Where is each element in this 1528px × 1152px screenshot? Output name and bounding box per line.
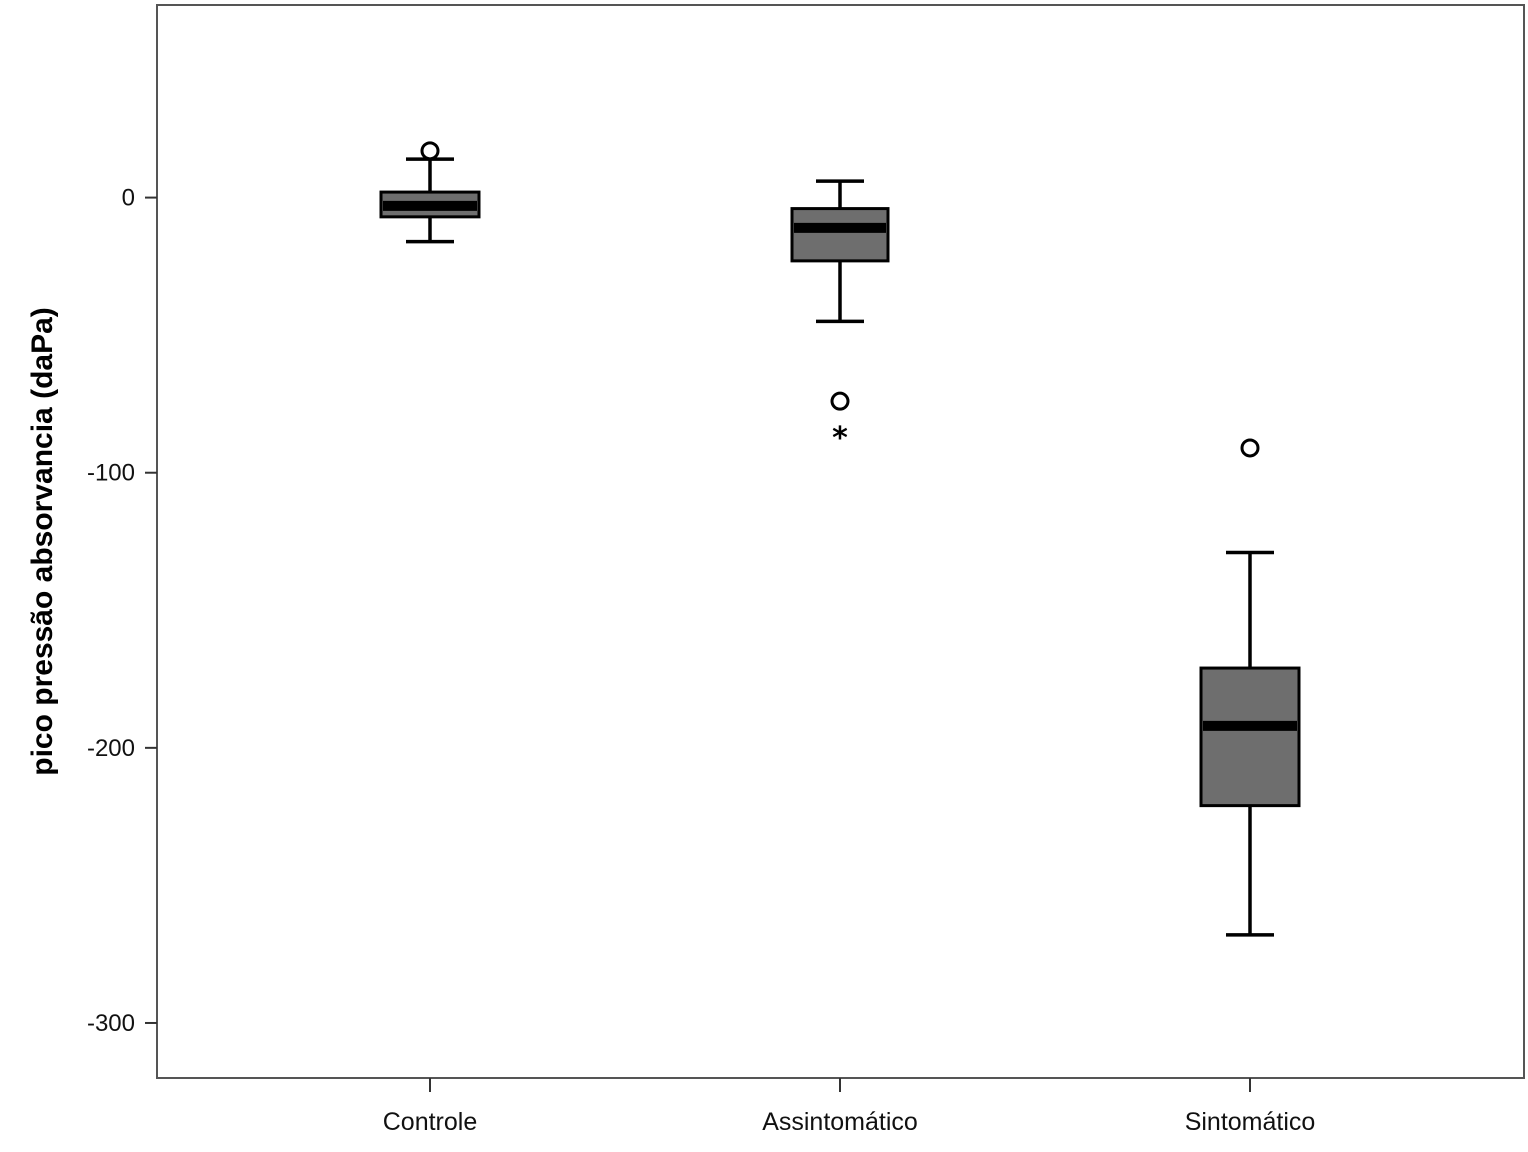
outlier-star: * — [832, 421, 848, 456]
y-tick-label: -100 — [87, 460, 135, 487]
outlier-circle — [420, 141, 440, 161]
boxes: * — [379, 141, 1301, 937]
y-axis: 0 -100 -200 -300 — [87, 185, 157, 1037]
category-label-2: Assintomático — [762, 1108, 918, 1136]
y-axis-label: pico pressão absorvancia (daPa) — [26, 307, 59, 776]
iqr-box — [790, 207, 890, 263]
y-tick-label: -200 — [87, 735, 135, 762]
box-3 — [1199, 438, 1301, 937]
outlier-circle — [1240, 438, 1260, 458]
y-tick-label: 0 — [122, 185, 135, 212]
iqr-box — [1199, 666, 1301, 808]
outlier-circle — [830, 391, 850, 411]
x-axis: Controle Assintomático Sintomático — [383, 1078, 1316, 1136]
category-label-3: Sintomático — [1185, 1108, 1316, 1136]
y-tick-label: -300 — [87, 1010, 135, 1037]
box-2: * — [790, 179, 890, 456]
plot-frame — [156, 4, 1525, 1079]
category-label-1: Controle — [383, 1108, 478, 1136]
box-1 — [379, 141, 481, 244]
